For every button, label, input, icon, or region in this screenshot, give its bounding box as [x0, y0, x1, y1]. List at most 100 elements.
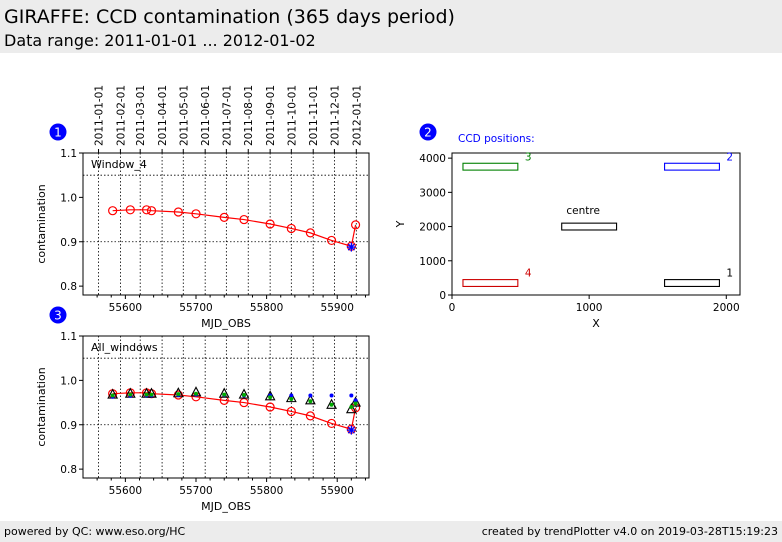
panel-1-series-0-point [173, 207, 183, 217]
top-date-label: 2011-12-01 [329, 85, 341, 146]
panel-1-series-0-point [146, 206, 157, 216]
panel-3-series-3-point [222, 392, 227, 397]
panel-3-series-0-point [265, 402, 275, 412]
panel-2-ytick-label: 4000 [419, 153, 446, 165]
panel-2-xtick-label: 0 [449, 302, 456, 314]
panel-3-series-2-point [289, 393, 294, 398]
footer-powered-by: powered by QC: www.eso.org/HC [4, 525, 186, 538]
panel-2-ytick-label: 0 [439, 290, 446, 302]
panel-1-series-0-point [326, 235, 337, 246]
panel-1-xtick-label: 55800 [250, 302, 283, 314]
report-header: GIRAFFE: CCD contamination (365 days per… [0, 0, 782, 53]
top-date-label: 2012-01-01 [351, 85, 363, 146]
panel-3-badge-number: 3 [54, 309, 62, 323]
panel-3-window-label: All_windows [91, 341, 158, 354]
top-date-label: 2011-02-01 [115, 85, 127, 146]
top-date-label: 2011-04-01 [157, 85, 169, 146]
ccd-box-label-4: 4 [525, 268, 532, 280]
panel-1-window-label: Window_4 [91, 158, 147, 171]
panel-2-ylabel: Y [394, 220, 407, 228]
panel-3-series-3-point [110, 393, 115, 398]
top-date-label: 2011-03-01 [135, 85, 147, 146]
panel-1-xtick-label: 55900 [321, 302, 354, 314]
panel-3-series-1-point [350, 396, 361, 407]
panel-3-series-3-point [242, 393, 247, 398]
panel-3-ytick-label: 1.0 [60, 375, 77, 387]
panel-3-series-1-point [345, 403, 357, 414]
panel-1-series-0-point [239, 214, 249, 225]
top-date-label: 2011-01-01 [94, 85, 106, 146]
panel-2-ytick-label: 3000 [419, 187, 446, 199]
ccd-box-centre [561, 222, 618, 231]
panel-1-series-0-point [219, 212, 229, 222]
panel-3-series-3-point [349, 405, 354, 409]
footer-created-by: created by trendPlotter v4.0 on 2019-03-… [481, 525, 778, 538]
panel-2-xtick-label: 2000 [713, 302, 740, 314]
panel-3-ytick-label: 0.8 [60, 464, 77, 476]
top-date-label: 2011-09-01 [265, 85, 277, 146]
panel-3-series-3-point [144, 392, 149, 397]
top-date-label: 2011-11-01 [308, 85, 320, 146]
panel-3-xtick-label: 55800 [250, 485, 283, 497]
panel-3-ylabel: contamination [35, 367, 48, 446]
panel-3-xtick-label: 55900 [321, 485, 354, 497]
panel-3-series-2-point [329, 393, 334, 398]
panel-3-series-1-point [264, 390, 276, 401]
panel-3-series-3-point [329, 402, 334, 407]
panel-3-last-point-star [346, 425, 356, 435]
panel-3-xlabel: MJD_OBS [201, 500, 251, 513]
panel-1-series-0-point [191, 209, 201, 219]
panel-2-badge-circle [419, 123, 437, 141]
top-date-label: 2011-06-01 [200, 85, 212, 146]
panel-1-series-0-point [125, 205, 135, 215]
panel-1-series-0-point [265, 219, 275, 229]
panel-1-xlabel: MJD_OBS [201, 317, 251, 330]
panel-3-series-2-point [349, 393, 354, 398]
panel-3-series-1-point [238, 388, 250, 399]
panel-2-ytick-label: 2000 [419, 222, 446, 234]
panel-3-series-1-point [285, 391, 297, 403]
panel-3-series-0-point [286, 406, 296, 417]
panel-3-ytick-label: 0.9 [60, 420, 77, 432]
panel-3-series-3-point [128, 392, 133, 397]
ccd-box-3 [462, 162, 519, 171]
ccd-box-4 [462, 279, 519, 287]
panel-1-ytick-label: 1.1 [60, 148, 77, 160]
panel-2-xlabel: X [592, 317, 600, 330]
ccd-box-label-centre: centre [566, 205, 600, 217]
panel-2-ytick-label: 1000 [419, 256, 446, 268]
panel-3-series-3-point [268, 395, 273, 400]
panel-1-badge-circle [49, 123, 67, 141]
trend-plot-area: 2011-01-01 2011-02-01 2011-03-01 2011-04-01… [35, 85, 741, 513]
report-title: GIRAFFE: CCD contamination (365 days per… [4, 6, 455, 28]
ccd-box-label-2: 2 [726, 151, 733, 163]
top-date-label: 2011-07-01 [221, 85, 233, 146]
panel-3-series-1-point [304, 394, 316, 405]
panel-3-series-0-point [305, 411, 315, 421]
panel-1-ytick-label: 1.0 [60, 192, 77, 204]
panel-1-xtick-label: 55700 [179, 302, 212, 314]
panel-1-series-0-point [305, 228, 315, 238]
panel-2-xtick-label: 1000 [576, 302, 603, 314]
panel-3-series-0-line [112, 392, 357, 430]
panel-3-series-3-point [289, 397, 294, 402]
ccd-box-label-1: 1 [726, 268, 733, 280]
panel-1-badge-number: 1 [54, 126, 62, 140]
panel-2-annotation: CCD positions: [458, 133, 535, 145]
panel-1-series-0-point [141, 205, 152, 215]
panel-1-xtick-label: 55600 [109, 302, 142, 314]
ccd-box-1 [664, 279, 720, 287]
panel-1-ylabel: contamination [35, 184, 48, 263]
data-range-subtitle: Data range: 2011-01-01 ... 2012-01-02 [4, 31, 316, 50]
panel-1-series-0-point [286, 223, 296, 234]
panel-1-last-point-star [346, 242, 356, 252]
panel-1-ytick-label: 0.8 [60, 281, 77, 293]
panel-3-series-2-point [353, 398, 358, 403]
panel-3-xtick-label: 55600 [109, 485, 142, 497]
panel-3-series-3-point [149, 392, 154, 397]
panel-3-series-1-point [218, 387, 230, 398]
report-footer: powered by QC: www.eso.org/HC created by… [0, 521, 782, 542]
panel-3-series-3-point [176, 392, 181, 397]
panel-3-series-3-point [308, 399, 313, 404]
panel-3-series-0-point [326, 418, 337, 429]
